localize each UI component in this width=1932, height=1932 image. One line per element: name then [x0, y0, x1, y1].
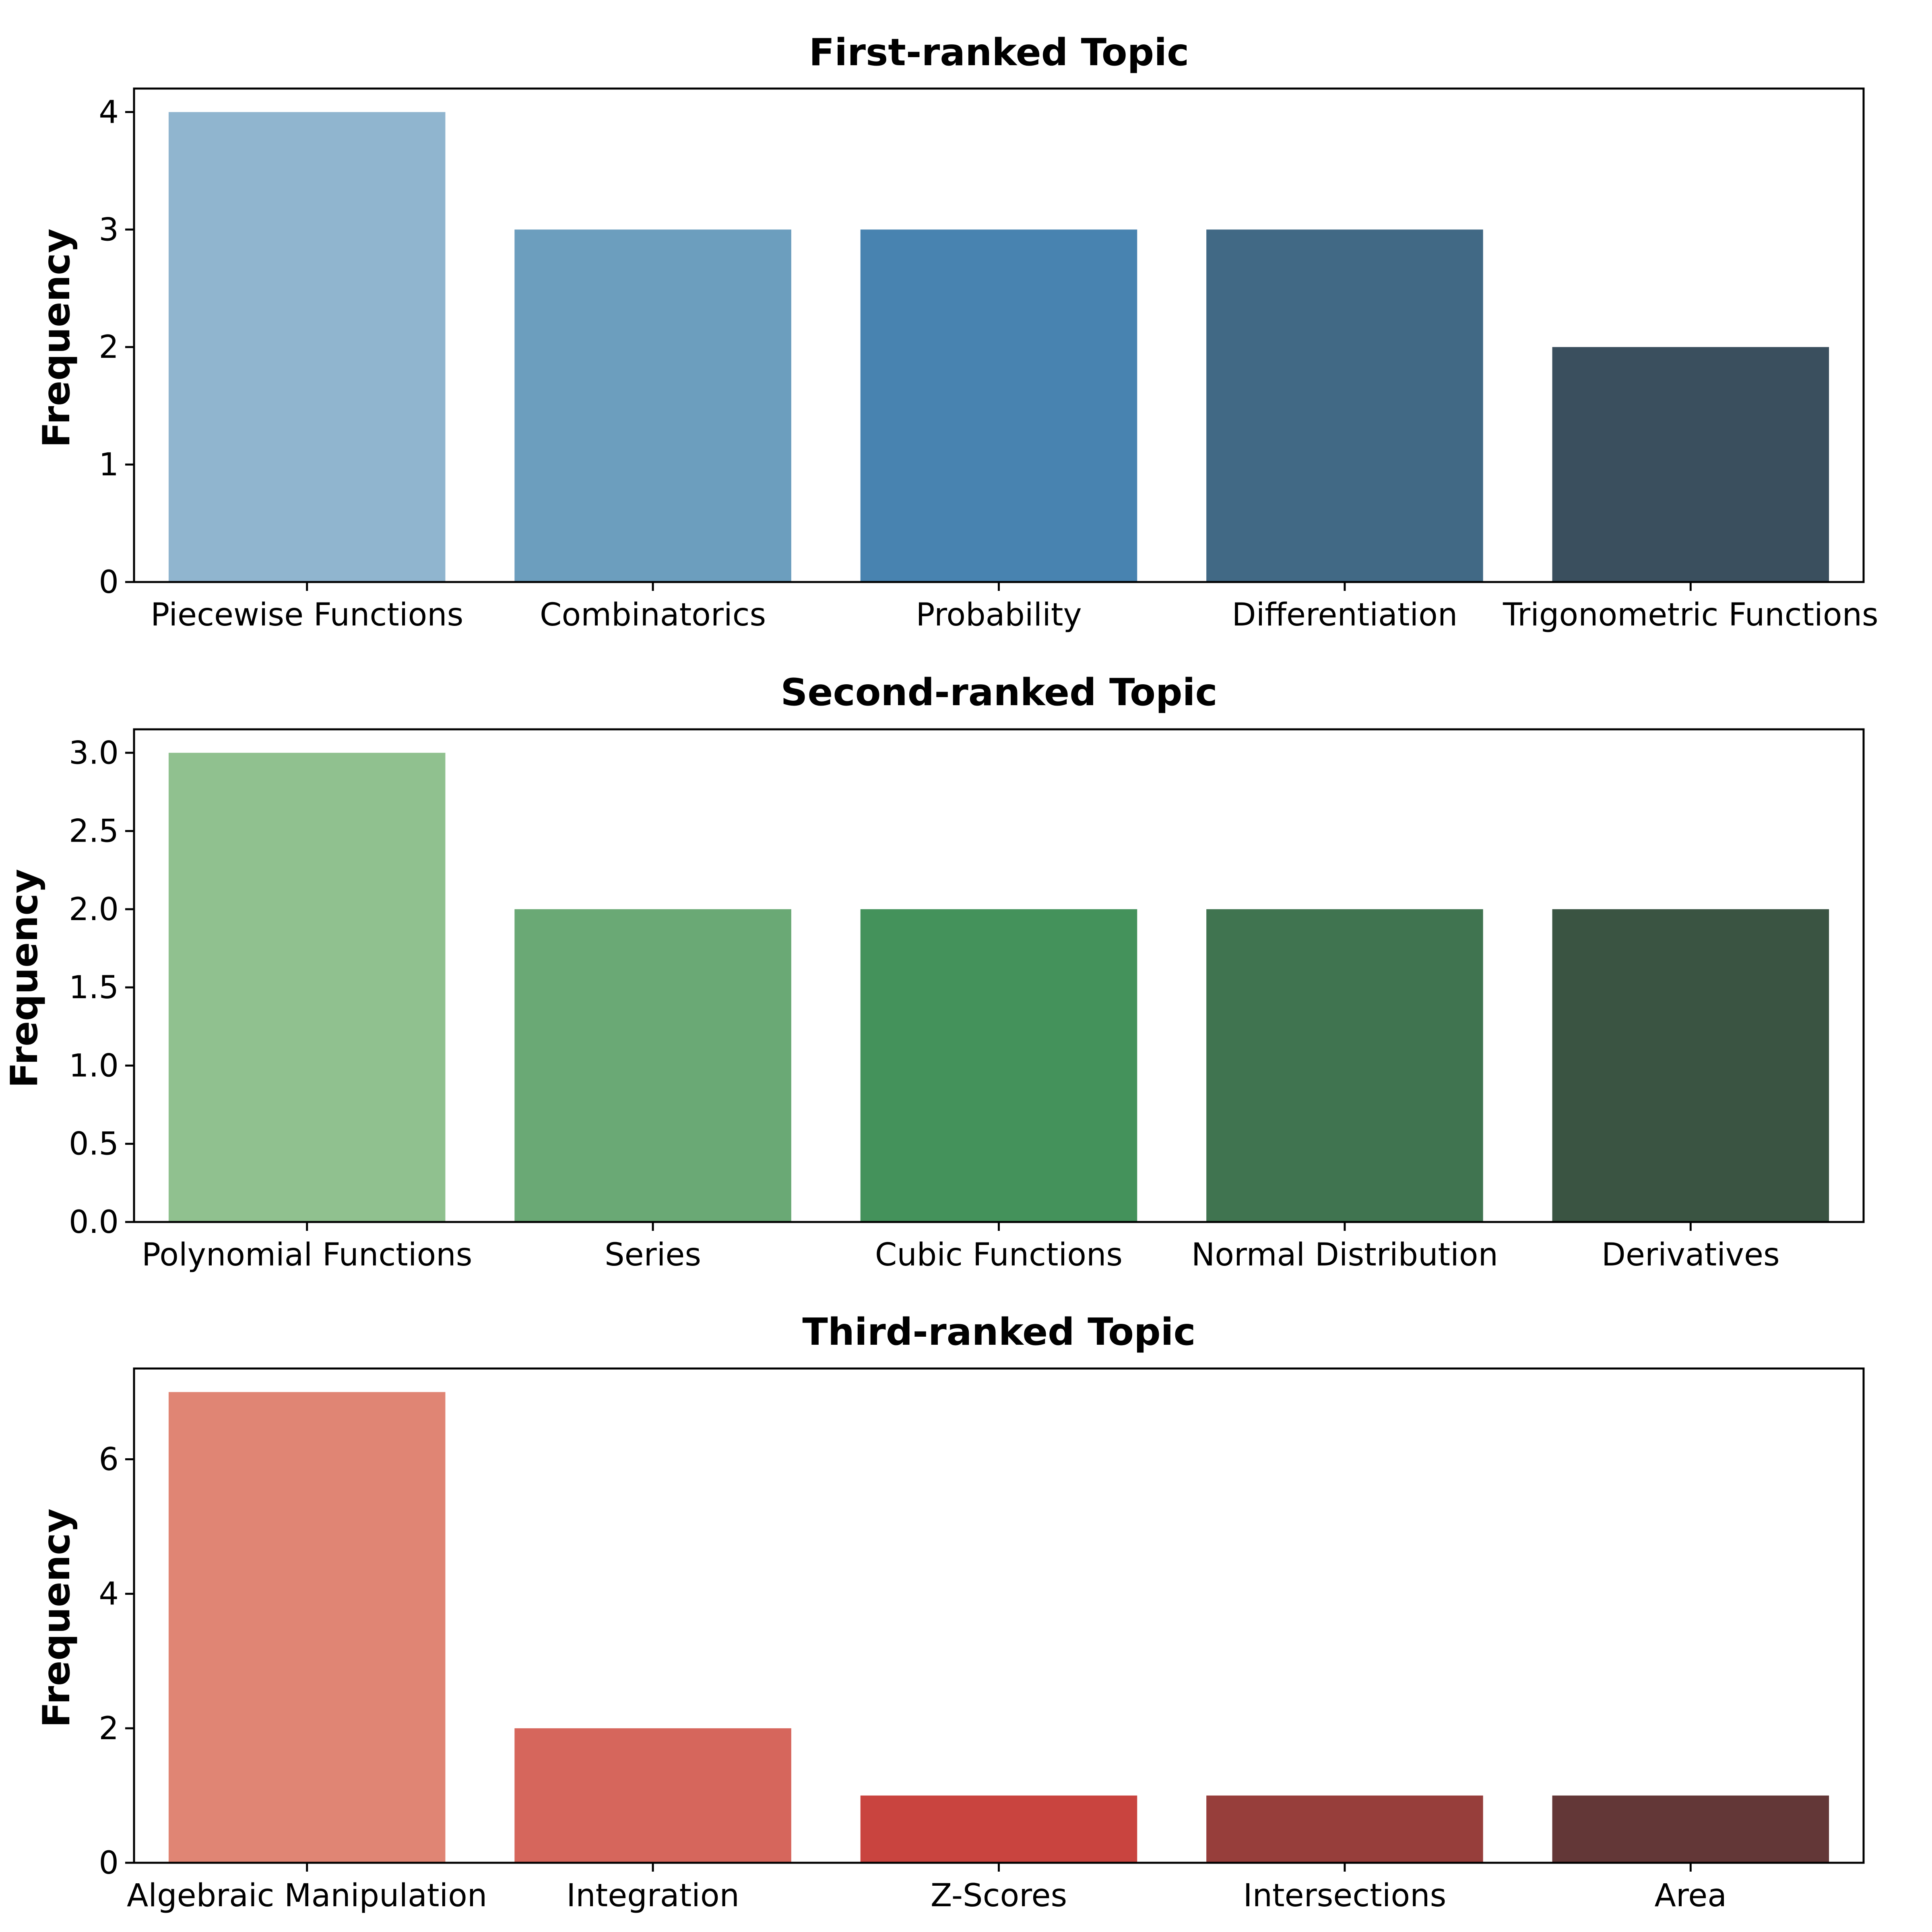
y-tick-label: 3.0	[69, 735, 119, 771]
y-tick-label: 2	[99, 329, 119, 365]
x-tick-label: Integration	[566, 1878, 739, 1914]
chart-title: Second-ranked Topic	[780, 671, 1217, 714]
bar-polynomial-functions	[168, 753, 446, 1222]
y-tick-label: 1.0	[69, 1048, 119, 1084]
x-tick-label: Intersections	[1243, 1878, 1447, 1914]
x-tick-label: Polynomial Functions	[142, 1237, 472, 1273]
bar-piecewise-functions	[168, 112, 446, 582]
y-tick-label: 4	[99, 1576, 119, 1612]
y-tick-label: 3	[99, 212, 119, 248]
bar-probability	[860, 229, 1137, 582]
bar-intersections	[1206, 1795, 1483, 1863]
bar-integration	[514, 1728, 791, 1863]
chart-panel-first-ranked: First-ranked Topic Frequency 0 1 2 3 4 Piecew…	[35, 31, 1878, 633]
x-tick-label: Series	[605, 1237, 701, 1273]
y-tick-label: 2.5	[69, 813, 119, 850]
y-tick-label: 2	[99, 1711, 119, 1747]
y-tick-label: 4	[99, 94, 119, 130]
x-tick-label: Combinatorics	[540, 597, 766, 633]
bar-series	[514, 909, 791, 1222]
y-tick-label: 0.0	[69, 1204, 119, 1241]
chart-panel-third-ranked: Third-ranked Topic Frequency 0 2 4 6 Algebra…	[35, 1310, 1865, 1914]
y-axis-label: Frequency	[35, 229, 78, 448]
y-tick-label: 1	[99, 447, 119, 483]
bar-area	[1552, 1795, 1829, 1863]
y-tick-label: 0	[99, 564, 119, 601]
chart-title: Third-ranked Topic	[802, 1310, 1195, 1354]
x-tick-label: Trigonometric Functions	[1503, 597, 1878, 633]
bar-differentiation	[1206, 229, 1483, 582]
x-tick-label: Derivatives	[1602, 1237, 1780, 1273]
bar-normal-distribution	[1206, 909, 1483, 1222]
bar-derivatives	[1552, 909, 1829, 1222]
x-tick-label: Area	[1655, 1878, 1727, 1914]
y-axis-label: Frequency	[2, 869, 46, 1088]
y-tick-label: 0.5	[69, 1126, 119, 1162]
bar-trigonometric-functions	[1552, 347, 1829, 582]
x-tick-label: Differentiation	[1232, 597, 1458, 633]
x-tick-label: Algebraic Manipulation	[127, 1878, 487, 1914]
y-tick-label: 6	[99, 1442, 119, 1478]
bar-algebraic-manipulation	[168, 1392, 446, 1863]
y-tick-label: 0	[99, 1845, 119, 1881]
x-tick-label: Z-Scores	[931, 1878, 1067, 1914]
bar-z-scores	[860, 1795, 1137, 1863]
x-tick-label: Piecewise Functions	[151, 597, 463, 633]
x-tick-label: Cubic Functions	[875, 1237, 1123, 1273]
bar-combinatorics	[514, 229, 791, 582]
bar-cubic-functions	[860, 909, 1137, 1222]
x-tick-label: Probability	[916, 597, 1082, 633]
chart-title: First-ranked Topic	[809, 31, 1189, 74]
chart-panel-second-ranked: Second-ranked Topic Frequency 0.0 0.5 1.0 1…	[2, 671, 1865, 1273]
y-tick-label: 1.5	[69, 970, 119, 1006]
y-tick-label: 2.0	[69, 892, 119, 928]
x-tick-label: Normal Distribution	[1191, 1237, 1498, 1273]
y-axis-label: Frequency	[35, 1509, 78, 1728]
